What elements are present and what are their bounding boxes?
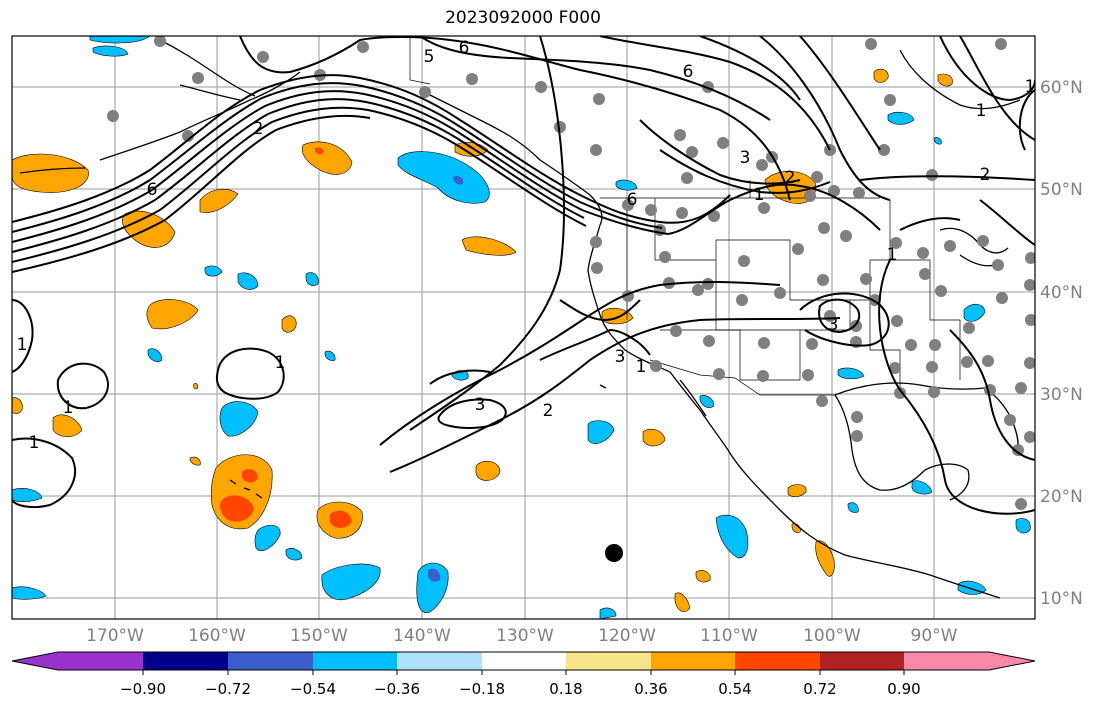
contour-label: 3: [740, 148, 751, 168]
colorbar-bin: [904, 652, 989, 670]
lat-label: 10°N: [1040, 589, 1083, 609]
map-title: 2023092000 F000: [445, 8, 601, 28]
colorbar-bin: [651, 652, 735, 670]
colorbar-bin: [397, 652, 482, 670]
contour-label: 1: [887, 245, 898, 265]
contour-label: 6: [459, 38, 470, 58]
colorbar-bin: [482, 652, 566, 670]
contour-label: 2: [253, 119, 264, 139]
contour-labels: 5 6 6 6 2 1 2 3 6 1 1 1 1 3 2 3 1 3 2 1 …: [17, 38, 1036, 453]
storm-center-marker: [605, 544, 623, 562]
contour-label: 1: [63, 398, 74, 418]
contour-label: 6: [683, 62, 694, 82]
lon-label: 130°W: [496, 626, 554, 646]
contour-label: 1: [275, 353, 286, 373]
contour-label: 1: [976, 101, 987, 121]
observation-dots: [107, 36, 1035, 510]
contour-label: 2: [980, 165, 991, 185]
gridlines: [12, 36, 1035, 619]
contour-label: 1: [29, 433, 40, 453]
colorbar-bin: [735, 652, 820, 670]
contour-label: 2: [543, 401, 554, 421]
map-frame: [11, 35, 1036, 620]
contour-label: 5: [424, 47, 435, 67]
longitude-labels: 170°W 160°W 150°W 140°W 130°W 120°W 110°…: [86, 626, 958, 646]
colorbar-tick-label: 0.90: [887, 680, 920, 698]
lon-label: 110°W: [700, 626, 758, 646]
contour-label: 1: [1025, 77, 1036, 97]
colorbar-bin: [143, 652, 228, 670]
lon-label: 100°W: [803, 626, 861, 646]
lat-label: 30°N: [1040, 385, 1083, 405]
contour-label: 6: [147, 180, 158, 200]
contour-label: 3: [475, 395, 486, 415]
contour-label: 1: [636, 357, 647, 377]
negative-anomaly-shading: [12, 36, 1031, 619]
contour-label: 2: [785, 168, 796, 188]
map-area: [12, 36, 1035, 619]
colorbar-tick-label: −0.72: [205, 680, 251, 698]
strong-negative-anomaly: [428, 175, 464, 582]
contour-label: 3: [828, 315, 839, 335]
colorbar-bin: [313, 652, 397, 670]
colorbar-tick-label: −0.18: [459, 680, 505, 698]
colorbar-tick-label: 0.54: [718, 680, 751, 698]
lat-label: 40°N: [1040, 283, 1083, 303]
lon-label: 90°W: [911, 626, 958, 646]
contour-label: 3: [615, 347, 626, 367]
colorbar-extend-min: [12, 652, 58, 670]
latitude-labels: 60°N 50°N 40°N 30°N 20°N 10°N: [1040, 78, 1083, 609]
colorbar-bin: [820, 652, 904, 670]
lat-label: 60°N: [1040, 78, 1083, 98]
contour-label: 6: [627, 190, 638, 210]
lon-label: 150°W: [290, 626, 348, 646]
colorbar: −0.90 −0.72 −0.54 −0.36 −0.18 0.18 0.36 …: [11, 651, 1036, 698]
colorbar-tick-label: 0.18: [549, 680, 582, 698]
colorbar-tick-label: −0.90: [120, 680, 166, 698]
colorbar-bin: [58, 652, 143, 670]
lat-label: 20°N: [1040, 487, 1083, 507]
lon-label: 140°W: [393, 626, 451, 646]
colorbar-bin: [566, 652, 651, 670]
colorbar-tick-label: −0.36: [374, 680, 420, 698]
colorbar-tick-label: 0.72: [803, 680, 836, 698]
contour-label: 1: [17, 335, 28, 355]
lon-label: 170°W: [86, 626, 144, 646]
lat-label: 50°N: [1040, 180, 1083, 200]
contour-lines: [12, 36, 1035, 515]
lon-label: 120°W: [598, 626, 656, 646]
colorbar-extend-max: [989, 652, 1035, 670]
colorbar-outline: [11, 651, 1036, 671]
colorbar-bin: [228, 652, 313, 670]
strong-positive-anomaly: [220, 147, 352, 528]
colorbar-tick-label: 0.36: [634, 680, 667, 698]
colorbar-tick-label: −0.54: [290, 680, 336, 698]
contour-label: 1: [754, 185, 765, 205]
lon-label: 160°W: [188, 626, 246, 646]
